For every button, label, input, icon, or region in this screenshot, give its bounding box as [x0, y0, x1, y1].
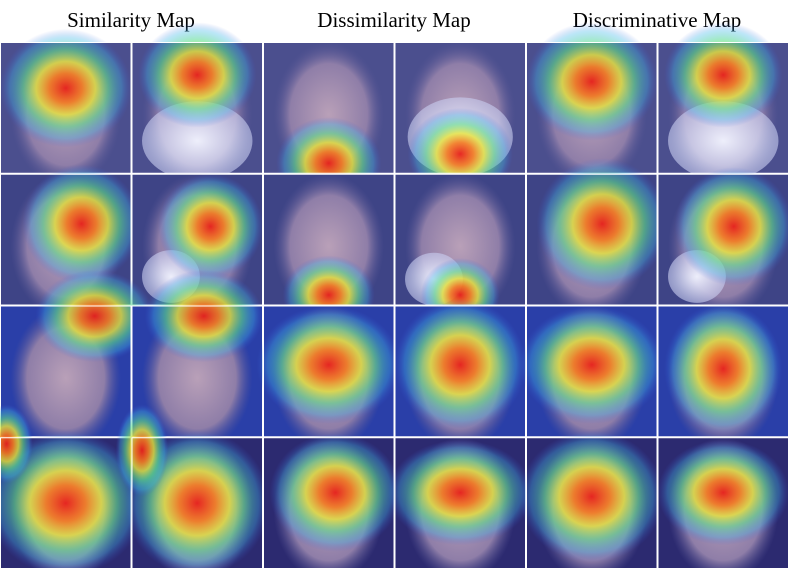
- heat-region: [674, 167, 789, 286]
- heat-region: [0, 404, 33, 484]
- column-header: Dissimilarity Map: [317, 8, 470, 32]
- heat-region: [115, 404, 169, 497]
- heat-region: [657, 439, 789, 546]
- heat-region: [22, 164, 141, 284]
- cell-border: [394, 42, 526, 174]
- heat-region: [387, 439, 533, 546]
- heat-region: [35, 269, 154, 363]
- heat-region: [157, 173, 263, 280]
- heat-region: [144, 269, 263, 363]
- heat-region: [519, 305, 665, 425]
- cell-border: [131, 42, 263, 174]
- heat-region: [536, 157, 669, 290]
- heat-region: [138, 22, 257, 128]
- heat-region: [269, 433, 402, 552]
- cell-border: [263, 173, 395, 306]
- heat-region: [256, 305, 402, 425]
- heat-region: [394, 298, 526, 431]
- cell-border: [263, 42, 395, 174]
- heat-region: [664, 302, 783, 435]
- heat-region: [526, 22, 658, 141]
- heat-region: [0, 28, 132, 148]
- heat-region: [519, 430, 665, 563]
- cell-border: [526, 173, 658, 306]
- heat-region: [0, 430, 145, 569]
- heat-region: [664, 22, 783, 128]
